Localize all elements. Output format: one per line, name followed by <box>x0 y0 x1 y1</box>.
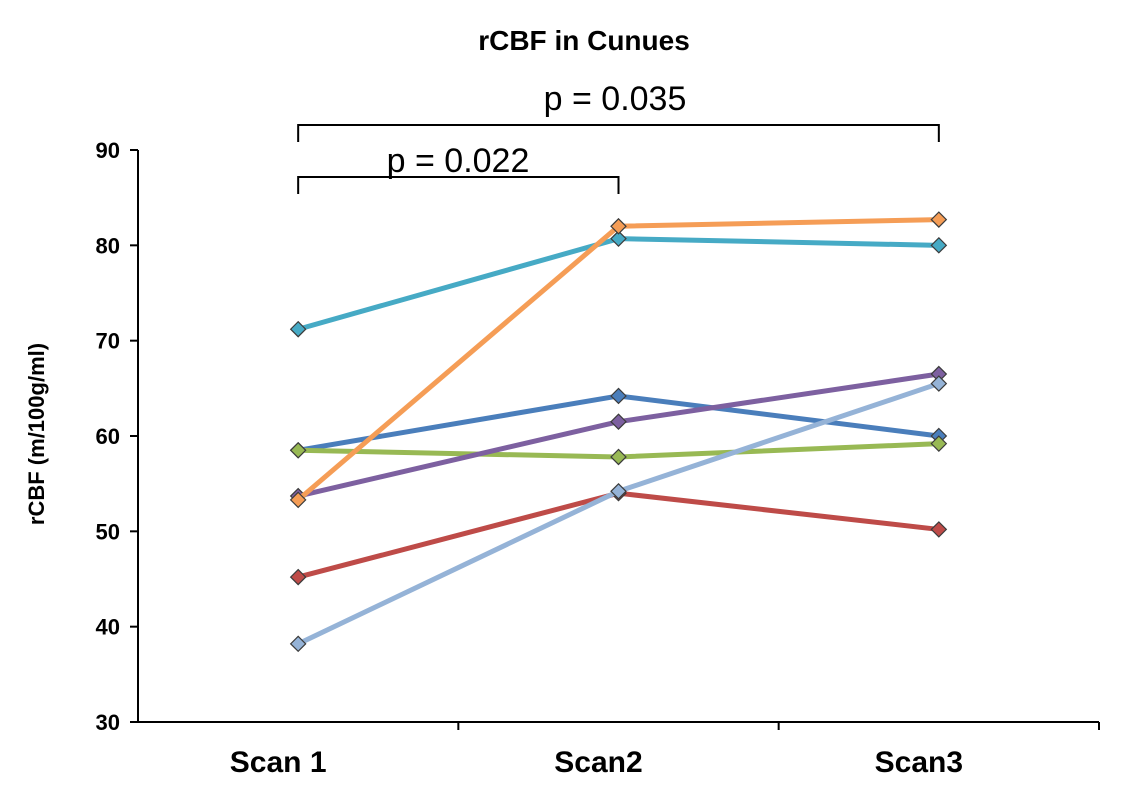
data-point-marker <box>289 320 307 338</box>
data-point-marker <box>610 387 627 405</box>
x-tick-label: Scan3 <box>875 746 963 779</box>
y-axis-label: rCBF (m/100g/ml) <box>24 343 49 525</box>
data-point-marker <box>289 491 307 509</box>
series-2 <box>289 484 948 586</box>
x-tick-label: Scan 1 <box>230 746 327 779</box>
data-point-marker <box>930 435 948 452</box>
significance-bracket <box>297 176 620 194</box>
data-point-marker <box>930 521 948 538</box>
data-point-marker <box>289 635 307 653</box>
data-point-marker <box>930 236 948 254</box>
y-tick-label: 60 <box>96 424 120 449</box>
series-3 <box>289 435 948 466</box>
series-6 <box>289 211 948 509</box>
y-tick-label: 40 <box>96 615 120 640</box>
x-ticks: Scan 1 Scan2 Scan3 <box>230 722 1100 779</box>
y-tick-label: 30 <box>96 710 120 735</box>
significance-bracket <box>297 124 940 142</box>
y-ticks: 30 40 50 60 70 80 90 <box>96 138 138 735</box>
y-tick-label: 70 <box>96 329 120 354</box>
x-tick-label: Scan2 <box>554 746 642 779</box>
data-point-marker <box>289 441 307 459</box>
data-point-marker <box>610 482 627 500</box>
data-point-marker <box>930 211 948 228</box>
y-tick-label: 50 <box>96 519 120 544</box>
p-value-annotation: p = 0.022 <box>387 142 530 180</box>
chart-title: rCBF in Cunues <box>478 25 690 56</box>
data-point-marker <box>930 375 948 392</box>
series-5 <box>289 230 948 338</box>
data-point-marker <box>610 230 627 248</box>
data-point-marker <box>610 413 627 431</box>
data-point-marker <box>610 448 627 466</box>
series-group <box>289 211 948 653</box>
data-point-marker <box>289 568 307 586</box>
y-tick-label: 80 <box>96 233 120 258</box>
series-line <box>295 236 942 332</box>
series-line <box>295 490 942 580</box>
series-7 <box>289 375 948 653</box>
p-value-annotation: p = 0.035 <box>544 80 687 118</box>
data-point-marker <box>610 217 627 235</box>
significance-brackets: p = 0.022 p = 0.035 <box>297 80 940 194</box>
y-tick-label: 90 <box>96 138 120 163</box>
